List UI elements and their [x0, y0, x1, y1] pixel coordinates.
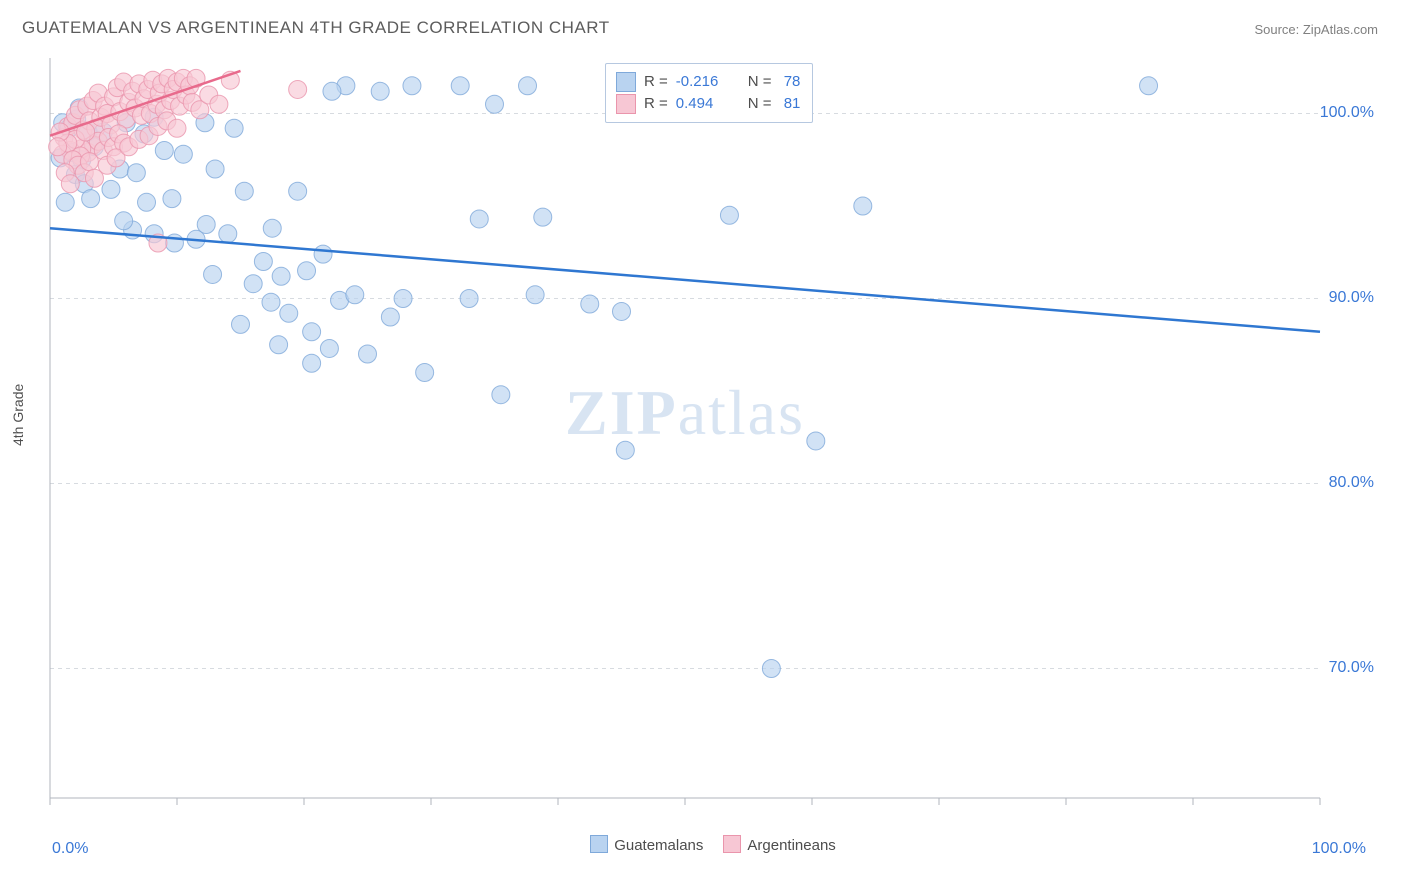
plot-area: ZIPatlas R =-0.216N = 78R =0.494N = 81 [50, 58, 1320, 798]
series-legend: Guatemalans Argentineans [0, 835, 1406, 854]
legend-swatch [590, 835, 608, 853]
r-value: 0.494 [676, 93, 734, 115]
y-tick-label: 70.0% [1329, 659, 1374, 677]
y-axis-label: 4th Grade [10, 384, 26, 446]
n-label: N = [748, 93, 772, 115]
legend-series-label: Guatemalans [614, 837, 703, 854]
chart-title: GUATEMALAN VS ARGENTINEAN 4TH GRADE CORR… [22, 18, 610, 38]
legend-series-label: Argentineans [747, 837, 835, 854]
chart-container: GUATEMALAN VS ARGENTINEAN 4TH GRADE CORR… [0, 0, 1406, 892]
stats-legend-row: R = -0.216 N = 78 [616, 71, 800, 93]
y-tick-label: 80.0% [1329, 474, 1374, 492]
stats-legend-row: R = 0.494 N = 81 [616, 93, 800, 115]
r-value: -0.216 [676, 71, 734, 93]
n-label: N = [748, 71, 772, 93]
legend-swatch [616, 72, 636, 92]
y-tick-label: 100.0% [1320, 104, 1374, 122]
r-label: R = [644, 71, 668, 93]
n-value: 81 [780, 93, 801, 115]
y-tick-label: 90.0% [1329, 289, 1374, 307]
legend-swatch [616, 94, 636, 114]
source-label: Source: ZipAtlas.com [1254, 22, 1378, 37]
n-value: 78 [780, 71, 801, 93]
stats-legend: R = -0.216 N = 78 R = 0.494 N = 81 [605, 63, 813, 123]
r-label: R = [644, 93, 668, 115]
plot-svg [50, 58, 1320, 798]
legend-swatch [723, 835, 741, 853]
